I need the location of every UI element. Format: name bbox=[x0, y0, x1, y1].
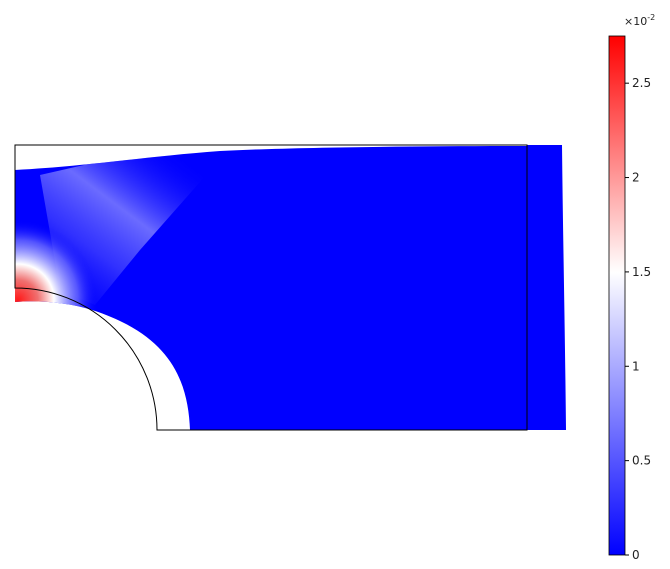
colorbar-tick-label: 1 bbox=[632, 359, 640, 373]
colorbar-ticks: 0 0.5 1 1.5 2 2.5 bbox=[625, 76, 651, 562]
colorbar-tick-label: 0 bbox=[632, 548, 640, 562]
deformed-body bbox=[15, 146, 560, 430]
undeformed-outline bbox=[14, 144, 528, 431]
colorbar-scale-factor: ×10-2 bbox=[624, 13, 655, 28]
colorbar-tick-label: 1.5 bbox=[632, 265, 651, 279]
colorbar-gradient bbox=[608, 35, 626, 556]
colorbar-tick-label: 2 bbox=[632, 171, 640, 185]
colorbar-tick-label: 0.5 bbox=[632, 454, 651, 468]
colorbar: ×10-2 0 0.5 1 1.5 2 2.5 bbox=[608, 13, 655, 562]
colorbar-tick-label: 2.5 bbox=[632, 76, 651, 90]
deformed-edge-slab bbox=[527, 145, 566, 430]
